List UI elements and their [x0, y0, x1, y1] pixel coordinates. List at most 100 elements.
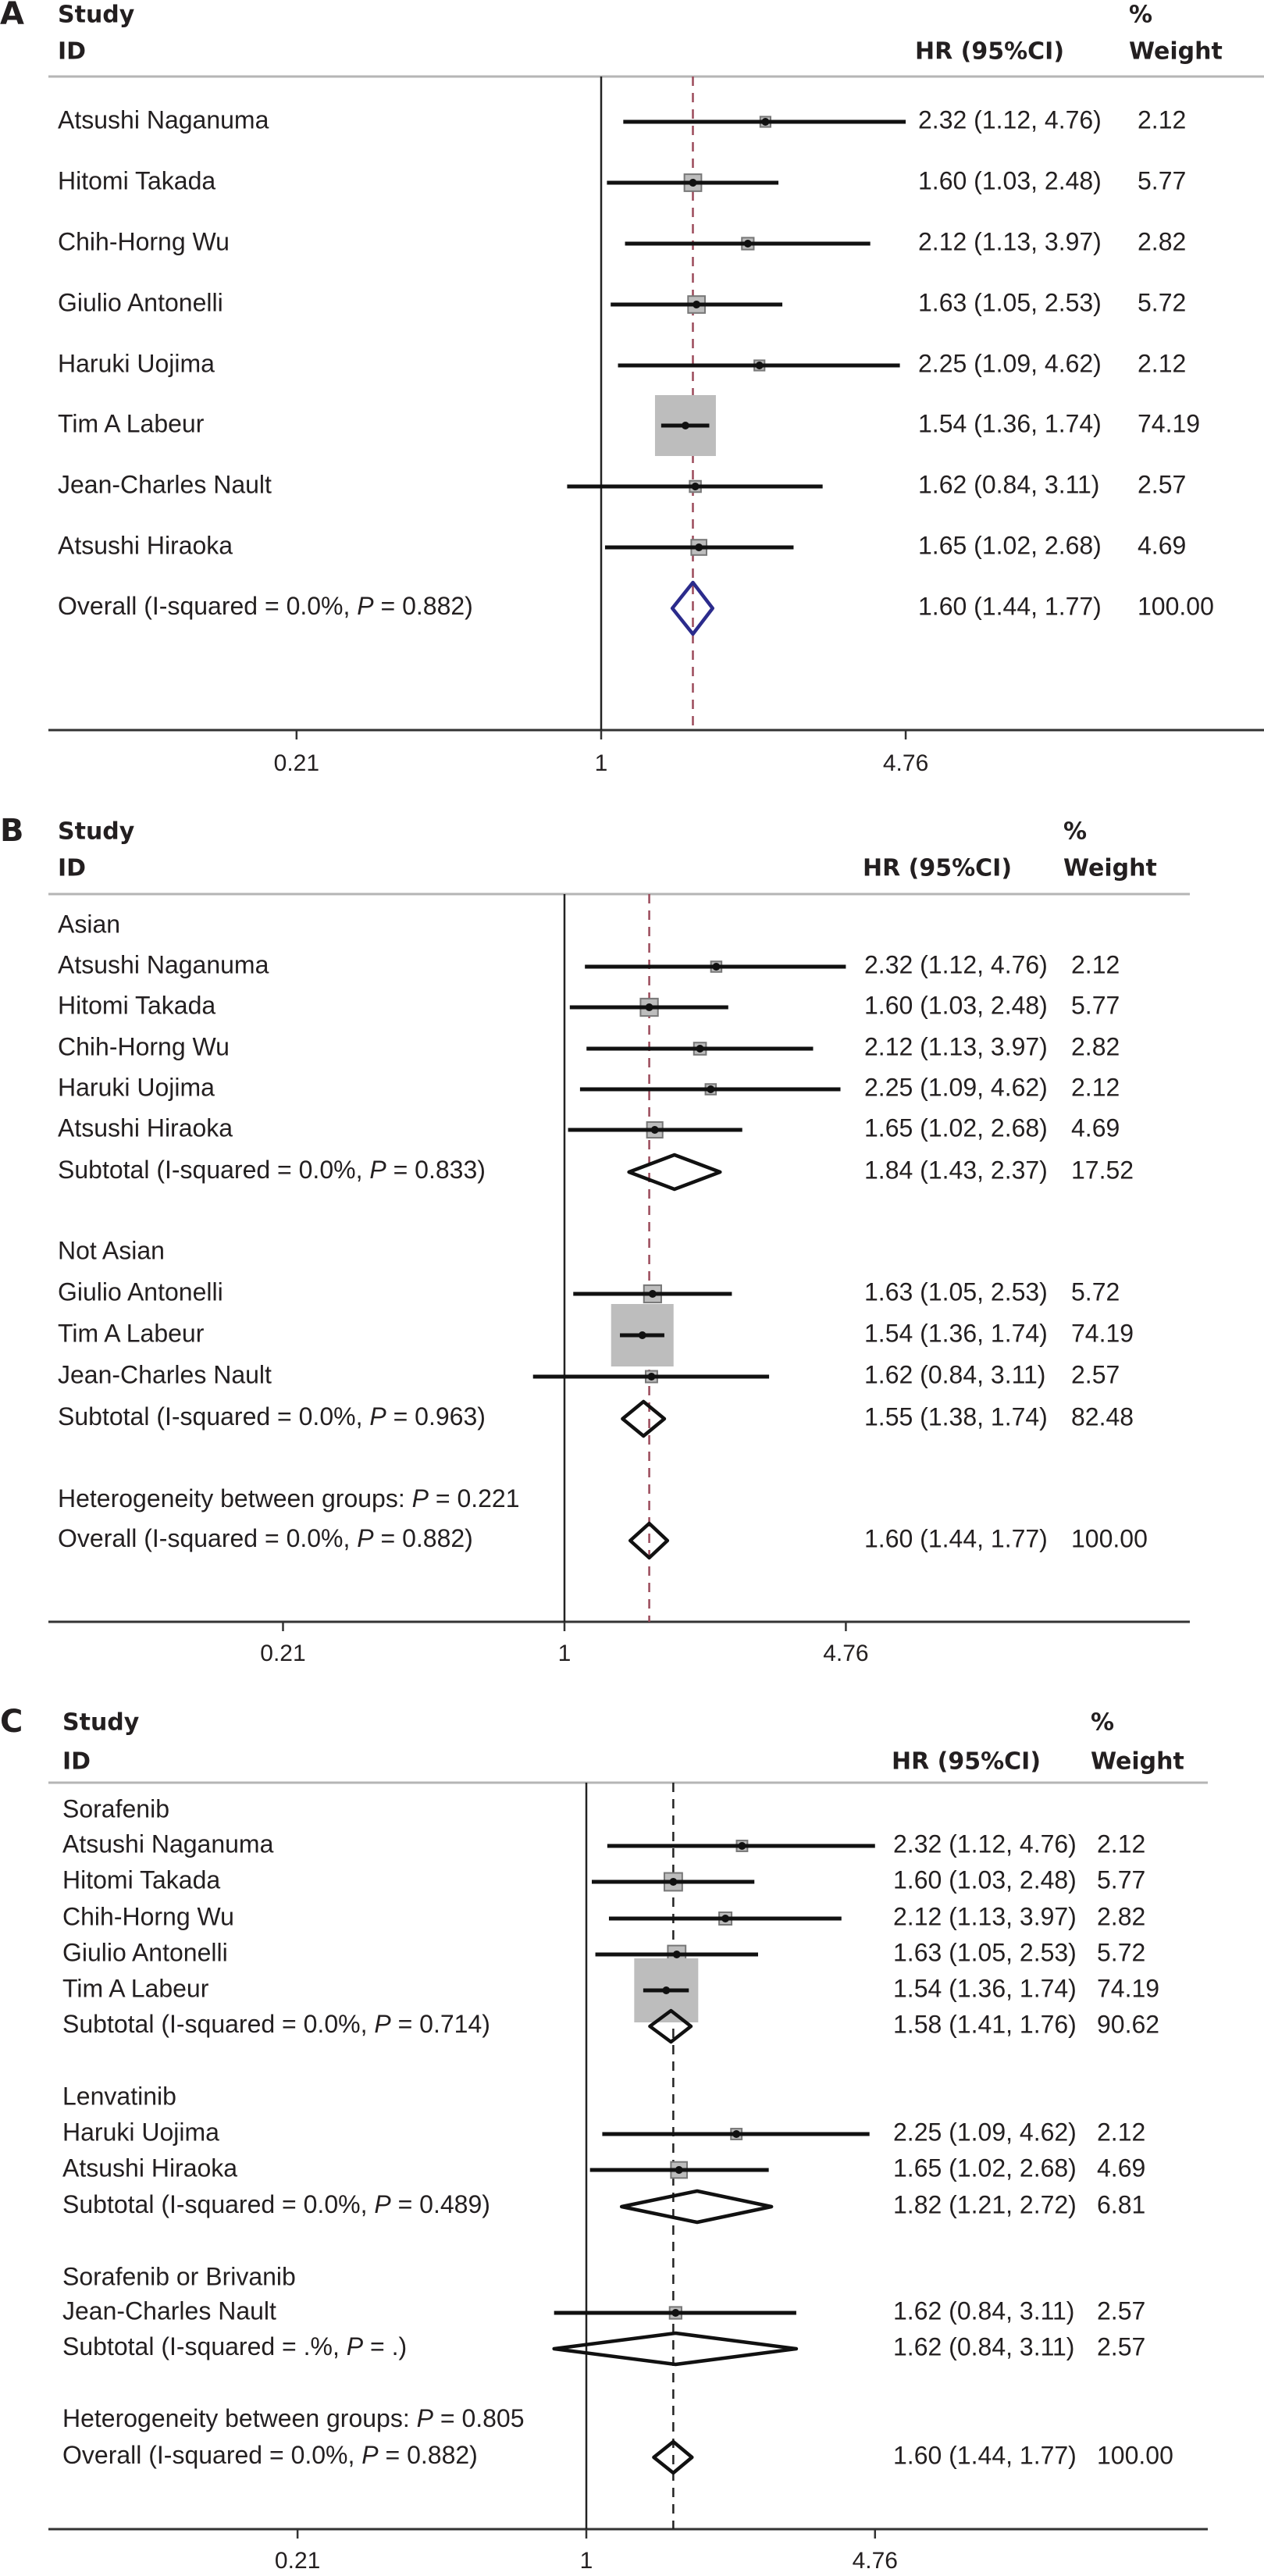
- point-estimate: [638, 1331, 646, 1339]
- heterogeneity-label: Heterogeneity between groups: P = 0.805: [62, 2404, 525, 2432]
- hr-ci-value: 1.82 (1.21, 2.72): [893, 2190, 1077, 2218]
- point-estimate: [732, 2130, 741, 2138]
- hr-ci-value: 1.65 (1.02, 2.68): [918, 531, 1102, 559]
- row-study: Jean-Charles Nault 1.62 (0.84, 3.11) 2.57: [58, 470, 1186, 498]
- row-heterogeneity: Heterogeneity between groups: P = 0.221: [58, 1484, 520, 1512]
- row-study: Jean-Charles Nault 1.62 (0.84, 3.11) 2.57: [58, 1360, 1120, 1388]
- row-group: Not Asian: [58, 1236, 165, 1264]
- row-study: Atsushi Hiraoka 1.65 (1.02, 2.68) 4.69: [62, 2154, 1145, 2182]
- hr-ci-value: 1.84 (1.43, 2.37): [864, 1156, 1048, 1184]
- weight-value: 2.12: [1097, 1830, 1145, 1858]
- subtotal-label: Subtotal (I-squared = 0.0%, P = 0.963): [58, 1402, 486, 1431]
- study-label: Tim A Labeur: [62, 1974, 209, 2002]
- point-estimate: [662, 1986, 671, 1994]
- pooled-diamond: [627, 1153, 722, 1192]
- point-estimate: [675, 2166, 683, 2174]
- group-label: Asian: [58, 910, 120, 938]
- row-study: Atsushi Hiraoka 1.65 (1.02, 2.68) 4.69: [58, 531, 1186, 559]
- hr-ci-value: 1.62 (0.84, 3.11): [893, 2332, 1074, 2360]
- row-subtotal: Subtotal (I-squared = .%, P = .) 1.62 (0.…: [62, 2331, 1145, 2367]
- header-study: Study: [58, 818, 135, 846]
- panel-label: B: [0, 813, 24, 849]
- header-study: Study: [58, 2, 135, 29]
- header-hr-ci: HR (95%CI): [863, 855, 1012, 882]
- weight-value: 74.19: [1138, 409, 1200, 437]
- hr-ci-value: 2.25 (1.09, 4.62): [864, 1073, 1048, 1101]
- study-label: Tim A Labeur: [58, 1319, 205, 1347]
- row-study: Tim A Labeur 1.54 (1.36, 1.74) 74.19: [58, 395, 1200, 456]
- hr-ci-value: 1.60 (1.44, 1.77): [918, 592, 1102, 620]
- hr-ci-value: 1.63 (1.05, 2.53): [864, 1277, 1048, 1306]
- point-estimate: [650, 1126, 659, 1134]
- header-hr-ci: HR (95%CI): [892, 1748, 1041, 1776]
- x-tick-label: 4.76: [823, 1641, 868, 1666]
- row-study: Atsushi Naganuma 2.32 (1.12, 4.76) 2.12: [62, 1830, 1145, 1858]
- hr-ci-value: 1.65 (1.02, 2.68): [893, 2154, 1077, 2182]
- study-label: Haruki Uojima: [58, 1073, 215, 1101]
- weight-value: 2.12: [1097, 2118, 1145, 2146]
- header-weight: Weight: [1063, 855, 1157, 882]
- row-overall: Overall (I-squared = 0.0%, P = 0.882) 1.6…: [58, 580, 1214, 636]
- header-percent: %: [1129, 2, 1152, 29]
- weight-value: 100.00: [1071, 1524, 1148, 1552]
- forest-panel-c: C Study ID HR (95%CI)% Weight 0.21 1 4.76 Sorafe…: [0, 1704, 1208, 2574]
- study-label: Atsushi Naganuma: [58, 950, 269, 978]
- row-study: Haruki Uojima 2.25 (1.09, 4.62) 2.12: [58, 1073, 1120, 1101]
- weight-value: 5.72: [1097, 1938, 1145, 1966]
- row-study: Haruki Uojima 2.25 (1.09, 4.62) 2.12: [62, 2118, 1145, 2146]
- header-id: ID: [58, 855, 86, 882]
- weight-value: 4.69: [1138, 531, 1186, 559]
- point-estimate: [691, 483, 700, 490]
- row-study: Haruki Uojima 2.25 (1.09, 4.62) 2.12: [58, 349, 1186, 377]
- point-estimate: [721, 1915, 730, 1922]
- point-estimate: [645, 1003, 653, 1011]
- group-label: Lenvatinib: [62, 2082, 176, 2110]
- point-estimate: [672, 1951, 681, 1958]
- pooled-diamond: [552, 2331, 799, 2367]
- weight-value: 82.48: [1071, 1402, 1134, 1431]
- study-label: Atsushi Naganuma: [62, 1830, 274, 1858]
- subtotal-label: Subtotal (I-squared = 0.0%, P = 0.714): [62, 2010, 490, 2038]
- row-study: Atsushi Naganuma 2.32 (1.12, 4.76) 2.12: [58, 105, 1186, 134]
- header-id: ID: [58, 38, 86, 66]
- weight-value: 2.82: [1138, 227, 1186, 255]
- row-heterogeneity: Heterogeneity between groups: P = 0.805: [62, 2404, 525, 2432]
- row-study: Tim A Labeur 1.54 (1.36, 1.74) 74.19: [62, 1958, 1159, 2022]
- row-overall: Overall (I-squared = 0.0%, P = 0.882) 1.6…: [58, 1521, 1148, 1560]
- hr-ci-value: 2.25 (1.09, 4.62): [918, 349, 1102, 377]
- pooled-diamond: [619, 2189, 774, 2225]
- header-study: Study: [62, 1709, 140, 1737]
- forest-panel-b: B Study ID HR (95%CI)% Weight 0.21 1 4.76 Asian A…: [0, 813, 1190, 1666]
- hr-ci-value: 1.54 (1.36, 1.74): [893, 1974, 1077, 2002]
- point-estimate: [743, 240, 752, 248]
- weight-value: 2.12: [1138, 105, 1186, 134]
- row-subtotal: Subtotal (I-squared = 0.0%, P = 0.714) 1.…: [62, 2008, 1159, 2044]
- panel-label: C: [0, 1704, 23, 1740]
- study-label: Atsushi Naganuma: [58, 105, 269, 134]
- row-study: Giulio Antonelli 1.63 (1.05, 2.53) 5.72: [58, 288, 1186, 316]
- group-label: Not Asian: [58, 1236, 165, 1264]
- study-label: Jean-Charles Nault: [62, 2296, 276, 2325]
- study-label: Haruki Uojima: [58, 349, 215, 377]
- point-estimate: [647, 1373, 656, 1381]
- point-estimate: [689, 179, 697, 187]
- row-study: Atsushi Naganuma 2.32 (1.12, 4.76) 2.12: [58, 950, 1120, 978]
- row-study: Hitomi Takada 1.60 (1.03, 2.48) 5.77: [62, 1865, 1145, 1894]
- point-estimate: [707, 1085, 715, 1093]
- hr-ci-value: 1.58 (1.41, 1.76): [893, 2010, 1077, 2038]
- pooled-diamond: [670, 580, 714, 636]
- weight-value: 6.81: [1097, 2190, 1145, 2218]
- study-label: Giulio Antonelli: [58, 1277, 223, 1306]
- point-estimate: [755, 362, 764, 369]
- x-tick-label: 1: [558, 1641, 571, 1666]
- weight-value: 100.00: [1138, 592, 1214, 620]
- study-label: Chih-Horng Wu: [58, 227, 230, 255]
- weight-value: 5.77: [1138, 166, 1186, 194]
- row-subtotal: Subtotal (I-squared = 0.0%, P = 0.963) 1.…: [58, 1399, 1134, 1438]
- study-label: Jean-Charles Nault: [58, 1360, 272, 1388]
- hr-ci-value: 2.32 (1.12, 4.76): [893, 1830, 1077, 1858]
- pooled-diamond: [648, 2008, 693, 2044]
- point-estimate: [648, 1290, 657, 1298]
- weight-value: 100.00: [1097, 2441, 1173, 2469]
- hr-ci-value: 2.32 (1.12, 4.76): [864, 950, 1048, 978]
